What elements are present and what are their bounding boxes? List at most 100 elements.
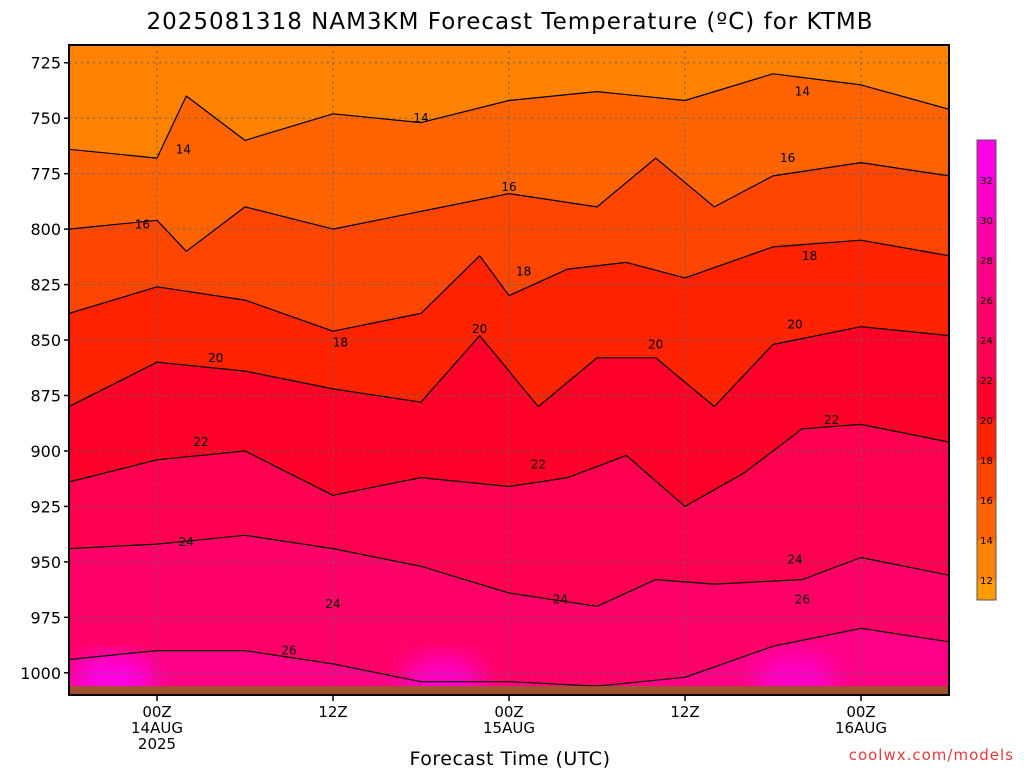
contour-label-1: 14 bbox=[413, 111, 428, 125]
contour-label-16: 24 bbox=[179, 535, 194, 549]
y-tick-label-825: 825 bbox=[30, 276, 61, 295]
y-tick-label-875: 875 bbox=[30, 387, 61, 406]
x-tick-label-30-0: 00Z bbox=[494, 703, 523, 721]
colorbar-band-17 bbox=[977, 460, 996, 500]
temperature-fills bbox=[69, 45, 949, 695]
colorbar-band-13 bbox=[977, 540, 996, 580]
contour-label-9: 20 bbox=[208, 351, 223, 365]
contour-label-text-0: 14 bbox=[176, 142, 191, 156]
y-axis: 725 750 775 800 825 850 875 900 925 950 975 1000 bbox=[20, 54, 69, 683]
contour-label-15: 22 bbox=[824, 413, 839, 427]
isotherm-16 bbox=[69, 157, 949, 252]
contour-label-5: 16 bbox=[780, 151, 795, 165]
contour-label-10: 20 bbox=[472, 322, 487, 336]
colorbar-tick-16: 16 bbox=[980, 496, 993, 507]
contour-label-text-19: 24 bbox=[787, 553, 802, 567]
x-tick-label-54-1: 16AUG bbox=[835, 719, 887, 737]
x-tick-label-30-1: 15AUG bbox=[483, 719, 535, 737]
y-tick-label-925: 925 bbox=[30, 497, 61, 516]
x-tick-label-18-0: 12Z bbox=[318, 703, 347, 721]
y-tick-label-950: 950 bbox=[30, 553, 61, 572]
y-tick-label-1000: 1000 bbox=[20, 664, 61, 683]
credit-text: coolwx.com/models bbox=[849, 746, 1014, 764]
colorbar-tick-12: 12 bbox=[980, 576, 993, 587]
colorbar-tick-14: 14 bbox=[980, 536, 993, 547]
isotherm-22 bbox=[69, 423, 949, 507]
y-tick-label-850: 850 bbox=[30, 331, 61, 350]
contour-labels: 14 14 14 16 16 16 18 18 18 20 20 20 20 22 22 22 24 24 24 24… bbox=[135, 85, 840, 658]
contour-label-0: 14 bbox=[176, 142, 191, 156]
contour-label-text-20: 26 bbox=[281, 644, 296, 658]
isotherm-18 bbox=[69, 239, 949, 332]
contour-label-text-11: 20 bbox=[648, 337, 663, 351]
y-tick-label-975: 975 bbox=[30, 608, 61, 627]
y-tick-label-800: 800 bbox=[30, 220, 61, 239]
colorbar-tick-22: 22 bbox=[980, 376, 993, 387]
contour-label-text-21: 26 bbox=[795, 593, 810, 607]
contour-label-text-17: 24 bbox=[325, 597, 340, 611]
x-tick-label-54-0: 00Z bbox=[846, 703, 875, 721]
y-tick-label-725: 725 bbox=[30, 54, 61, 73]
isotherm-20 bbox=[69, 326, 949, 408]
colorbar-tick-26: 26 bbox=[980, 296, 993, 307]
colorbar-tick-18: 18 bbox=[980, 456, 993, 467]
colorbar-band-27 bbox=[977, 260, 996, 300]
contour-label-20: 26 bbox=[281, 644, 296, 658]
colorbar-tick-32: 32 bbox=[980, 176, 993, 187]
contour-label-text-5: 16 bbox=[780, 151, 795, 165]
colorbar-band-31 bbox=[977, 180, 996, 220]
colorbar-band-15 bbox=[977, 500, 996, 540]
colorbar-tick-20: 20 bbox=[980, 416, 993, 427]
warm-core-1 bbox=[403, 655, 483, 695]
contour-label-text-6: 18 bbox=[333, 335, 348, 349]
contour-label-text-7: 18 bbox=[516, 264, 531, 278]
isotherm-26 bbox=[69, 627, 949, 687]
contour-label-text-3: 16 bbox=[135, 218, 150, 232]
colorbar-band-25 bbox=[977, 300, 996, 340]
colorbar-band-21 bbox=[977, 380, 996, 420]
contour-label-text-14: 22 bbox=[531, 457, 546, 471]
contour-label-8: 18 bbox=[802, 249, 817, 263]
contour-label-14: 22 bbox=[531, 457, 546, 471]
fill-band-26 bbox=[69, 628, 949, 695]
contour-label-7: 18 bbox=[516, 264, 531, 278]
contour-label-12: 20 bbox=[787, 318, 802, 332]
colorbar: 12 14 16 18 20 22 24 26 28 30 32 bbox=[976, 139, 997, 601]
x-tick-label-42-0: 12Z bbox=[670, 703, 699, 721]
contour-label-21: 26 bbox=[795, 593, 810, 607]
x-axis-label: Forecast Time (UTC) bbox=[410, 748, 611, 768]
colorbar-band-11 bbox=[977, 580, 996, 600]
contour-label-13: 22 bbox=[193, 435, 208, 449]
contour-label-text-13: 22 bbox=[193, 435, 208, 449]
warm-core-2 bbox=[755, 655, 835, 695]
contour-label-6: 18 bbox=[333, 335, 348, 349]
warm-core-0 bbox=[73, 655, 153, 695]
x-tick-label-6-2: 2025 bbox=[138, 735, 176, 753]
chart-title: 2025081318 NAM3KM Forecast Temperature (… bbox=[147, 9, 874, 35]
contour-label-text-15: 22 bbox=[824, 413, 839, 427]
contour-label-19: 24 bbox=[787, 553, 802, 567]
contour-label-text-12: 20 bbox=[787, 318, 802, 332]
warm-cores bbox=[73, 655, 835, 695]
isotherm-14 bbox=[69, 73, 949, 159]
contour-label-11: 20 bbox=[648, 337, 663, 351]
colorbar-band-29 bbox=[977, 220, 996, 260]
colorbar-tick-24: 24 bbox=[980, 336, 993, 347]
ground-surface bbox=[69, 686, 949, 695]
contour-label-text-9: 20 bbox=[208, 351, 223, 365]
contour-label-text-8: 18 bbox=[802, 249, 817, 263]
colorbar-tick-28: 28 bbox=[980, 256, 993, 267]
x-tick-label-6-0: 00Z bbox=[142, 703, 171, 721]
grid-lines bbox=[69, 45, 949, 695]
contour-label-text-2: 14 bbox=[795, 85, 810, 99]
y-tick-label-775: 775 bbox=[30, 165, 61, 184]
isotherm-24 bbox=[69, 534, 949, 607]
colorbar-tick-30: 30 bbox=[980, 216, 993, 227]
isotherm-contours bbox=[69, 73, 949, 687]
contour-label-text-18: 24 bbox=[553, 593, 568, 607]
colorbar-band-23 bbox=[977, 340, 996, 380]
contour-label-17: 24 bbox=[325, 597, 340, 611]
colorbar-band-33 bbox=[977, 140, 996, 180]
x-tick-label-6-1: 14AUG bbox=[131, 719, 183, 737]
